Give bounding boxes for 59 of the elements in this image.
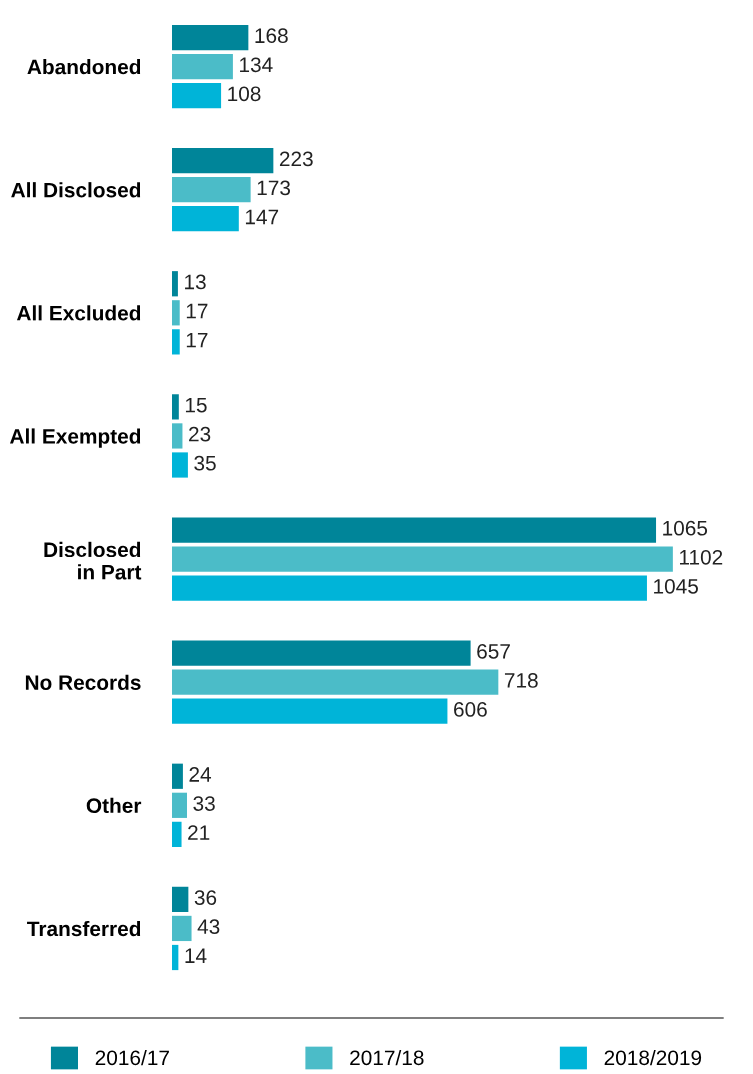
data-label: 33 — [193, 796, 215, 811]
bar — [172, 24, 249, 51]
y-tick-label: All Exempted — [9, 428, 141, 448]
bar — [172, 640, 471, 666]
data-label: 1065 — [663, 520, 708, 536]
bar — [172, 886, 189, 912]
bar — [172, 763, 183, 789]
y-tick-label: No Records — [25, 674, 141, 690]
y-tick-label: All Excluded — [16, 305, 141, 321]
data-label: 35 — [194, 455, 216, 471]
y-tick-label: Transferred — [27, 920, 141, 937]
bar — [172, 575, 647, 601]
data-label: 134 — [240, 57, 273, 73]
y-tick-label: Abandoned — [27, 59, 141, 75]
bar — [172, 546, 673, 572]
bar — [172, 915, 192, 942]
bar — [172, 206, 239, 232]
data-label: 23 — [189, 426, 211, 442]
data-label: 173 — [257, 180, 291, 196]
bar — [172, 148, 274, 174]
y-tick-label: All Disclosed — [11, 182, 141, 198]
bar — [172, 792, 187, 818]
legend-label: 2018/2019 — [604, 1049, 702, 1066]
bar — [172, 452, 188, 478]
data-label: 147 — [245, 209, 279, 225]
data-label: 36 — [194, 890, 217, 905]
bar — [172, 821, 182, 847]
bar — [172, 83, 222, 109]
data-label: 21 — [188, 825, 210, 840]
bar — [172, 698, 448, 724]
y-tick-label: Other — [86, 797, 142, 814]
data-label: 657 — [477, 643, 510, 659]
data-label: 223 — [279, 151, 313, 167]
data-label: 17 — [186, 303, 208, 319]
bar — [172, 177, 251, 203]
data-label: 17 — [186, 332, 208, 348]
data-label: 15 — [185, 397, 207, 413]
bar — [172, 53, 233, 80]
data-label: 606 — [454, 702, 487, 717]
data-label: 108 — [228, 86, 261, 102]
data-label: 1102 — [680, 549, 723, 565]
data-label: 13 — [185, 274, 206, 290]
data-label: 43 — [197, 919, 220, 935]
data-label: 14 — [185, 948, 207, 963]
legend-label: 2017/18 — [350, 1049, 424, 1066]
data-label: 24 — [189, 767, 212, 782]
data-label: 168 — [255, 28, 288, 44]
data-label: 718 — [504, 673, 538, 688]
bar — [172, 271, 178, 297]
bar — [172, 300, 180, 326]
bar — [172, 944, 179, 971]
legend-label: 2016/17 — [95, 1049, 169, 1066]
bar — [172, 329, 180, 355]
bar — [172, 669, 499, 695]
bar — [172, 394, 179, 420]
y-tick-label: Disclosed in Part — [44, 541, 142, 580]
bar — [172, 423, 183, 449]
data-label: 1045 — [654, 578, 698, 594]
bar — [172, 517, 657, 543]
